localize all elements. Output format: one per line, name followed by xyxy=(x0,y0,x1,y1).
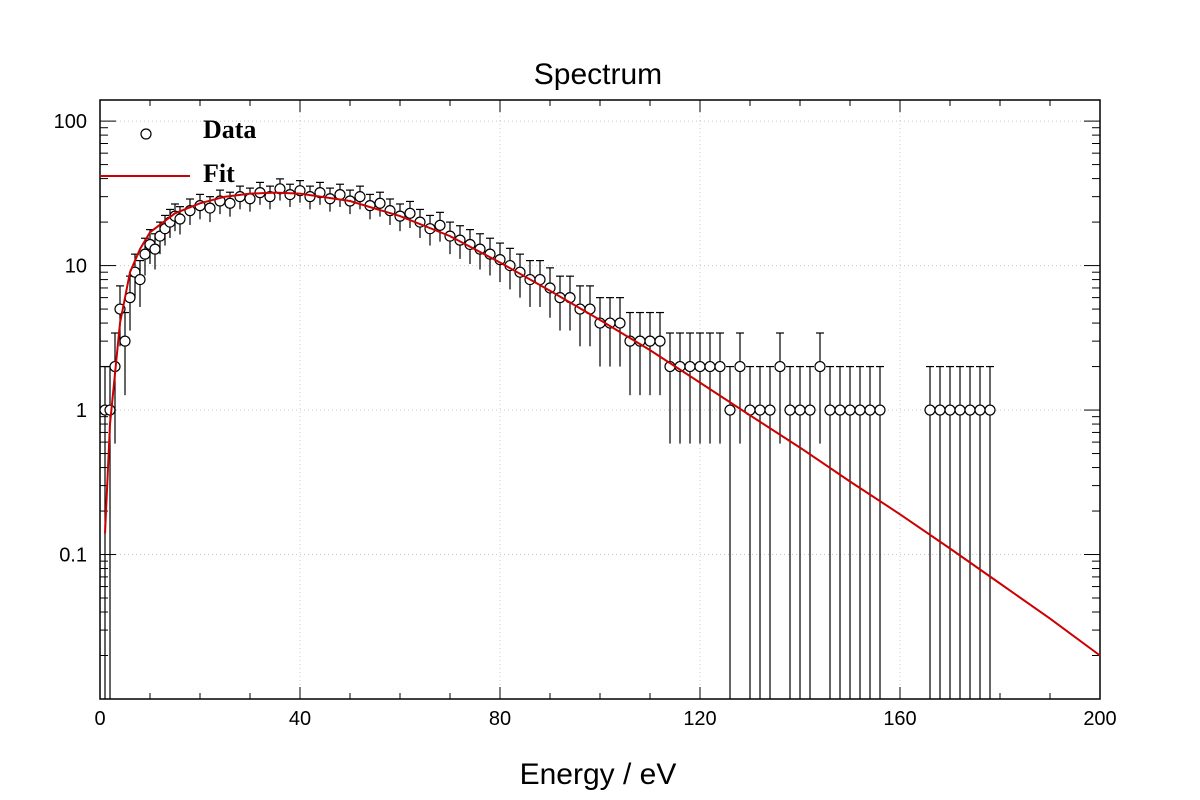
data-point xyxy=(694,360,706,373)
legend: Data Fit xyxy=(100,115,256,188)
data-point xyxy=(734,360,746,373)
data-point xyxy=(854,404,866,416)
data-point xyxy=(264,191,276,203)
data-point xyxy=(314,187,326,199)
data-point xyxy=(404,207,416,219)
x-axis-tick-labels: 0 40 80 120 160 200 xyxy=(94,708,1116,730)
y-axis-tick-labels: 0.1 1 10 100 xyxy=(54,111,87,566)
data-point xyxy=(149,243,161,255)
x-tick-label: 0 xyxy=(94,708,105,730)
data-point xyxy=(804,404,816,416)
chart-title: Spectrum xyxy=(534,58,662,91)
x-tick-label: 120 xyxy=(683,708,716,730)
data-point xyxy=(954,404,966,416)
data-series xyxy=(99,178,996,699)
data-point xyxy=(284,188,296,201)
data-point xyxy=(104,404,116,416)
legend-data-marker xyxy=(140,128,152,140)
data-point xyxy=(794,404,806,416)
x-tick-label: 40 xyxy=(289,708,311,730)
y-tick-label: 10 xyxy=(65,256,87,278)
data-point xyxy=(974,404,986,416)
data-point xyxy=(774,360,786,373)
fit-series xyxy=(104,191,1101,657)
data-point xyxy=(684,360,696,373)
data-point xyxy=(984,404,996,416)
data-point xyxy=(764,404,776,416)
fit-curve xyxy=(104,191,1101,657)
data-point xyxy=(174,213,186,225)
x-tick-label: 80 xyxy=(489,708,511,730)
data-point xyxy=(244,193,256,205)
data-point xyxy=(864,404,876,416)
data-point xyxy=(714,360,726,373)
data-point xyxy=(434,219,446,231)
y-tick-label: 100 xyxy=(54,111,87,133)
data-point xyxy=(204,202,216,214)
data-point xyxy=(139,248,151,260)
data-point xyxy=(724,404,736,416)
grid-lines xyxy=(99,100,1101,699)
data-point xyxy=(614,317,626,329)
data-point xyxy=(754,404,766,416)
data-point xyxy=(934,404,946,416)
x-tick-label: 160 xyxy=(883,708,916,730)
data-point xyxy=(874,404,886,416)
data-point xyxy=(704,360,716,373)
data-point xyxy=(119,335,131,347)
data-point xyxy=(834,404,846,416)
data-point xyxy=(654,335,666,347)
data-point xyxy=(224,197,236,209)
data-point xyxy=(844,404,856,416)
data-point xyxy=(134,273,146,286)
data-point xyxy=(964,404,976,416)
data-point xyxy=(304,191,316,203)
data-point xyxy=(234,191,246,203)
data-point xyxy=(354,191,366,203)
data-point xyxy=(944,404,956,416)
data-point xyxy=(814,360,826,373)
data-point xyxy=(824,404,836,416)
legend-data-label: Data xyxy=(203,115,256,144)
data-point xyxy=(784,404,796,416)
x-axis-title: Energy / eV xyxy=(520,758,677,791)
data-point xyxy=(644,335,656,347)
data-point xyxy=(924,404,936,416)
legend-fit-label: Fit xyxy=(203,159,235,188)
data-point xyxy=(374,197,386,209)
y-tick-label: 1 xyxy=(76,400,87,422)
x-tick-label: 200 xyxy=(1083,708,1116,730)
y-tick-label: 0.1 xyxy=(59,545,87,567)
